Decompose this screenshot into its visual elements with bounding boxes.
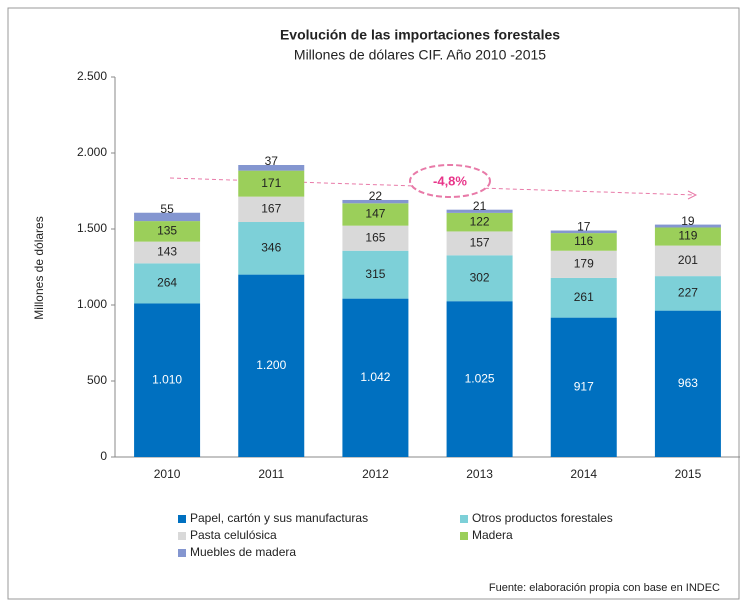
legend-swatch	[178, 532, 186, 540]
data-label: 55	[160, 202, 174, 216]
data-label: 264	[157, 276, 177, 290]
annotation: -4,8%	[433, 173, 467, 188]
data-label: 917	[574, 379, 594, 393]
data-label: 261	[574, 290, 594, 304]
x-tick-label: 2012	[362, 467, 389, 481]
data-label: 135	[157, 224, 177, 238]
source: Fuente: elaboración propia con base en I…	[489, 582, 720, 594]
data-label: 22	[369, 189, 383, 203]
bar-segment	[134, 212, 201, 222]
bar-segment	[446, 301, 513, 457]
data-label: 1.042	[360, 370, 390, 384]
bar-segment	[238, 222, 305, 275]
data-label: 1.010	[152, 372, 182, 386]
bar-segment	[446, 209, 513, 213]
y-tick-label: 0	[100, 449, 107, 463]
bar-segment	[550, 233, 617, 251]
x-tick-label: 2010	[154, 467, 181, 481]
x-tick-label: 2013	[466, 467, 493, 481]
data-label: 171	[261, 176, 281, 190]
data-label: 143	[157, 245, 177, 259]
data-label: 963	[678, 376, 698, 390]
legend-swatch	[460, 532, 468, 540]
chart-subtitle: Millones de dólares CIF. Año 2010 -2015	[294, 47, 546, 63]
data-label: 1.200	[256, 358, 286, 372]
bar-segment	[654, 224, 721, 228]
y-tick-label: 2.000	[77, 145, 107, 159]
data-label: 116	[574, 234, 593, 248]
data-label: 119	[678, 229, 697, 243]
x-tick-label: 2015	[675, 467, 702, 481]
data-label: 21	[473, 199, 487, 213]
bar-segment	[654, 227, 721, 246]
bar-segment	[238, 170, 305, 197]
x-tick-label: 2011	[258, 467, 284, 481]
bar-segment	[342, 203, 409, 226]
bar-segment	[550, 230, 617, 234]
data-label: 179	[574, 257, 594, 271]
legend-swatch	[178, 515, 186, 523]
bar-segment	[654, 310, 721, 457]
data-label: 1.025	[465, 371, 495, 385]
bar-segment	[238, 196, 305, 223]
data-label: 147	[365, 207, 385, 221]
bar-segment	[446, 231, 513, 256]
data-label: 17	[577, 220, 591, 234]
bar-segment	[134, 221, 201, 242]
bar-segment	[342, 225, 409, 251]
bar-segment	[238, 165, 305, 171]
bar-segment	[654, 245, 721, 277]
legend-label: Muebles de madera	[190, 545, 296, 559]
data-label: 19	[681, 214, 695, 228]
data-label: 201	[678, 253, 698, 267]
data-label: 37	[265, 154, 279, 168]
data-label: 302	[470, 270, 490, 284]
legend-label: Madera	[472, 528, 513, 542]
y-tick-label: 2.500	[77, 69, 107, 83]
bar-segment	[654, 276, 721, 311]
data-label: 346	[261, 240, 281, 254]
legend-label: Papel, cartón y sus manufacturas	[190, 511, 368, 525]
data-label: 227	[678, 286, 698, 300]
bar-segment	[342, 298, 409, 457]
bar-segment	[446, 255, 513, 302]
legend-label: Pasta celulósica	[190, 528, 277, 542]
y-tick-label: 1.500	[77, 221, 107, 235]
data-label: 122	[470, 214, 490, 228]
data-label: 157	[470, 236, 490, 250]
data-label: 165	[365, 230, 385, 244]
trend-arrowhead	[687, 190, 698, 200]
bar-segment	[446, 212, 513, 232]
bar-segment	[238, 274, 305, 457]
data-label: 167	[261, 201, 281, 215]
y-tick-label: 500	[87, 373, 107, 387]
bar-segment	[134, 263, 201, 304]
annotation-ellipse	[409, 164, 491, 198]
y-axis-label: Millones de dólares	[32, 216, 46, 319]
legend-swatch	[460, 515, 468, 523]
legend-label: Otros productos forestales	[472, 511, 613, 525]
x-tick-label: 2014	[570, 467, 597, 481]
bar-segment	[134, 241, 201, 264]
bar-segment	[550, 250, 617, 278]
bar-segment	[134, 303, 201, 457]
legend-swatch	[178, 549, 186, 557]
bar-segment	[342, 250, 409, 299]
bar-segment	[342, 199, 409, 204]
y-tick-label: 1.000	[77, 297, 107, 311]
bar-segment	[550, 277, 617, 318]
data-label: 315	[365, 267, 385, 281]
chart-title: Evolución de las importaciones forestale…	[280, 27, 560, 43]
bar-segment	[550, 317, 617, 457]
